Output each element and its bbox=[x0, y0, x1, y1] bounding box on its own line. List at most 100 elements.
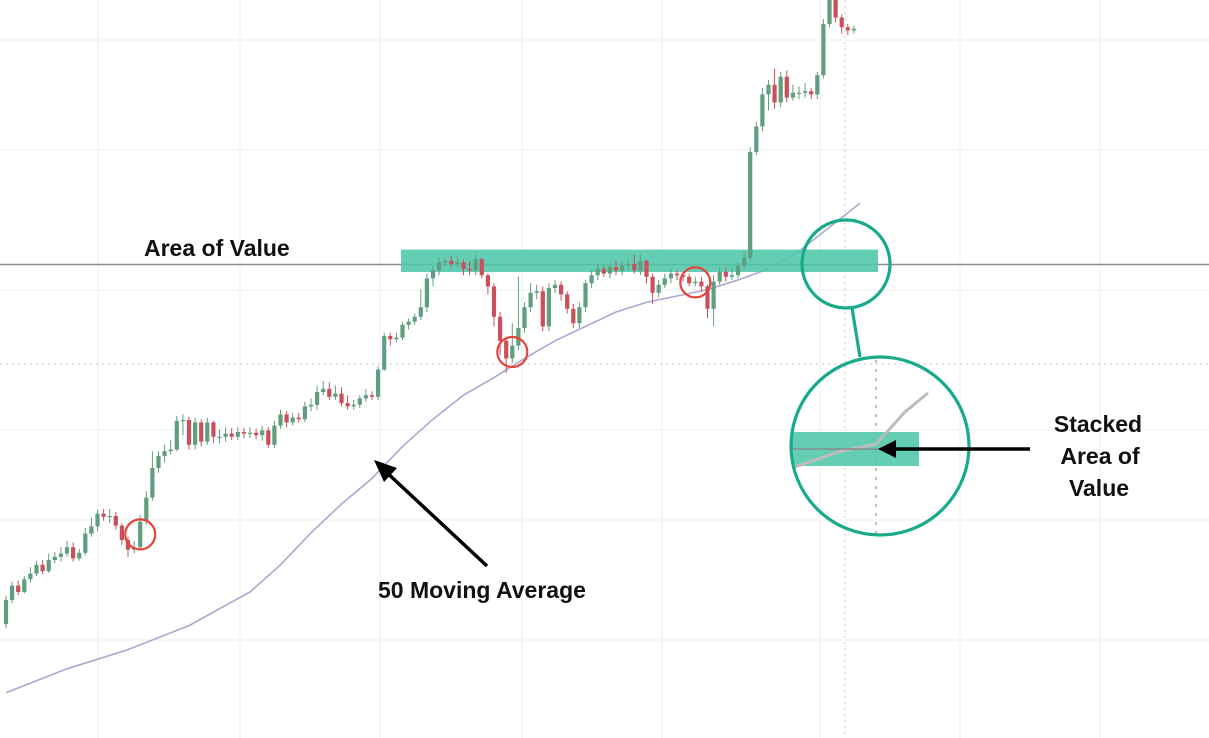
candle-60 bbox=[369, 391, 375, 400]
candle-body bbox=[388, 336, 393, 340]
candle-17 bbox=[107, 508, 112, 524]
candle-31 bbox=[193, 417, 198, 450]
candle-body bbox=[284, 414, 289, 423]
candle-body bbox=[138, 521, 143, 548]
ma-touch-markers bbox=[124, 266, 712, 551]
candle-137 bbox=[839, 14, 844, 34]
candle-96 bbox=[589, 270, 594, 288]
candle-110 bbox=[674, 270, 680, 280]
candle-8 bbox=[52, 552, 57, 564]
candle-body bbox=[254, 432, 259, 436]
zoom-moving-average bbox=[791, 391, 929, 472]
candle-9 bbox=[58, 547, 63, 562]
candle-body bbox=[150, 468, 155, 498]
candle-body bbox=[504, 340, 509, 359]
candle-body bbox=[778, 76, 783, 103]
candle-body bbox=[162, 451, 167, 456]
candle-68 bbox=[418, 289, 423, 320]
candle-89 bbox=[546, 283, 551, 332]
candle-body bbox=[333, 393, 338, 397]
candle-98 bbox=[601, 265, 606, 277]
candle-body bbox=[693, 281, 698, 284]
candle-body bbox=[681, 275, 686, 277]
candle-63 bbox=[388, 332, 393, 346]
candle-100 bbox=[613, 260, 619, 276]
candle-40 bbox=[247, 427, 253, 439]
candle-body bbox=[83, 533, 88, 553]
focus-circle bbox=[800, 218, 892, 310]
candle-136 bbox=[833, 0, 838, 23]
candle-70 bbox=[430, 265, 436, 287]
candle-11 bbox=[71, 542, 76, 562]
candle-body bbox=[101, 513, 106, 517]
candle-body bbox=[601, 268, 606, 274]
zoom-magnified-view bbox=[791, 360, 929, 535]
candle-59 bbox=[363, 388, 368, 402]
candle-73 bbox=[449, 256, 454, 268]
candle-body bbox=[296, 417, 301, 420]
candle-body bbox=[327, 388, 332, 397]
candle-93 bbox=[571, 304, 576, 328]
candle-41 bbox=[254, 428, 259, 440]
candle-body bbox=[430, 270, 436, 279]
candle-13 bbox=[83, 528, 88, 556]
candle-body bbox=[418, 307, 423, 317]
candle-28 bbox=[174, 416, 179, 452]
candle-113 bbox=[693, 276, 698, 287]
candle-body bbox=[742, 257, 747, 266]
candle-body bbox=[308, 404, 314, 407]
candle-102 bbox=[626, 259, 631, 271]
candle-body bbox=[559, 284, 564, 295]
candle-117 bbox=[717, 267, 722, 285]
candle-42 bbox=[260, 425, 265, 441]
candle-body bbox=[394, 337, 399, 340]
candle-1 bbox=[10, 581, 15, 604]
candle-123 bbox=[754, 121, 759, 156]
candle-76 bbox=[467, 260, 472, 276]
candle-body bbox=[357, 398, 362, 405]
candle-body bbox=[315, 392, 320, 405]
candle-body bbox=[583, 283, 588, 308]
candle-body bbox=[363, 395, 368, 399]
candle-body bbox=[717, 272, 722, 282]
candle-64 bbox=[394, 332, 399, 343]
candle-body bbox=[107, 516, 112, 518]
candle-94 bbox=[577, 302, 582, 328]
candle-body bbox=[662, 278, 667, 285]
candle-body bbox=[687, 276, 692, 284]
candle-body bbox=[528, 292, 533, 308]
candle-body bbox=[748, 152, 753, 258]
candle-7 bbox=[46, 553, 51, 573]
annotation-labels: Area of Value 50 Moving Average Stacked … bbox=[144, 235, 1142, 603]
moving-average-label: 50 Moving Average bbox=[378, 577, 586, 603]
candle-body bbox=[449, 260, 454, 264]
candle-body bbox=[290, 417, 295, 423]
candle-body bbox=[89, 526, 94, 534]
candle-27 bbox=[168, 440, 173, 455]
candle-body bbox=[766, 84, 771, 95]
candle-body bbox=[119, 525, 124, 540]
stacked-arrow bbox=[878, 440, 1030, 458]
candle-body bbox=[199, 422, 204, 442]
candle-81 bbox=[498, 312, 503, 356]
candle-body bbox=[790, 92, 795, 98]
candle-33 bbox=[205, 417, 210, 445]
candle-body bbox=[571, 308, 576, 324]
candle-67 bbox=[412, 313, 417, 325]
candle-109 bbox=[668, 268, 673, 284]
candle-body bbox=[467, 268, 472, 271]
candle-90 bbox=[552, 280, 558, 293]
candle-86 bbox=[528, 283, 533, 312]
candle-91 bbox=[559, 281, 564, 301]
candle-44 bbox=[272, 420, 277, 448]
candle-12 bbox=[77, 548, 82, 561]
candle-71 bbox=[437, 257, 442, 276]
candle-body bbox=[833, 0, 838, 18]
candle-51 bbox=[315, 385, 320, 410]
candle-body bbox=[772, 84, 777, 103]
candle-body bbox=[674, 273, 680, 276]
candle-body bbox=[241, 432, 246, 434]
candle-body bbox=[10, 585, 15, 600]
candle-body bbox=[540, 291, 545, 327]
candle-127 bbox=[778, 72, 783, 108]
